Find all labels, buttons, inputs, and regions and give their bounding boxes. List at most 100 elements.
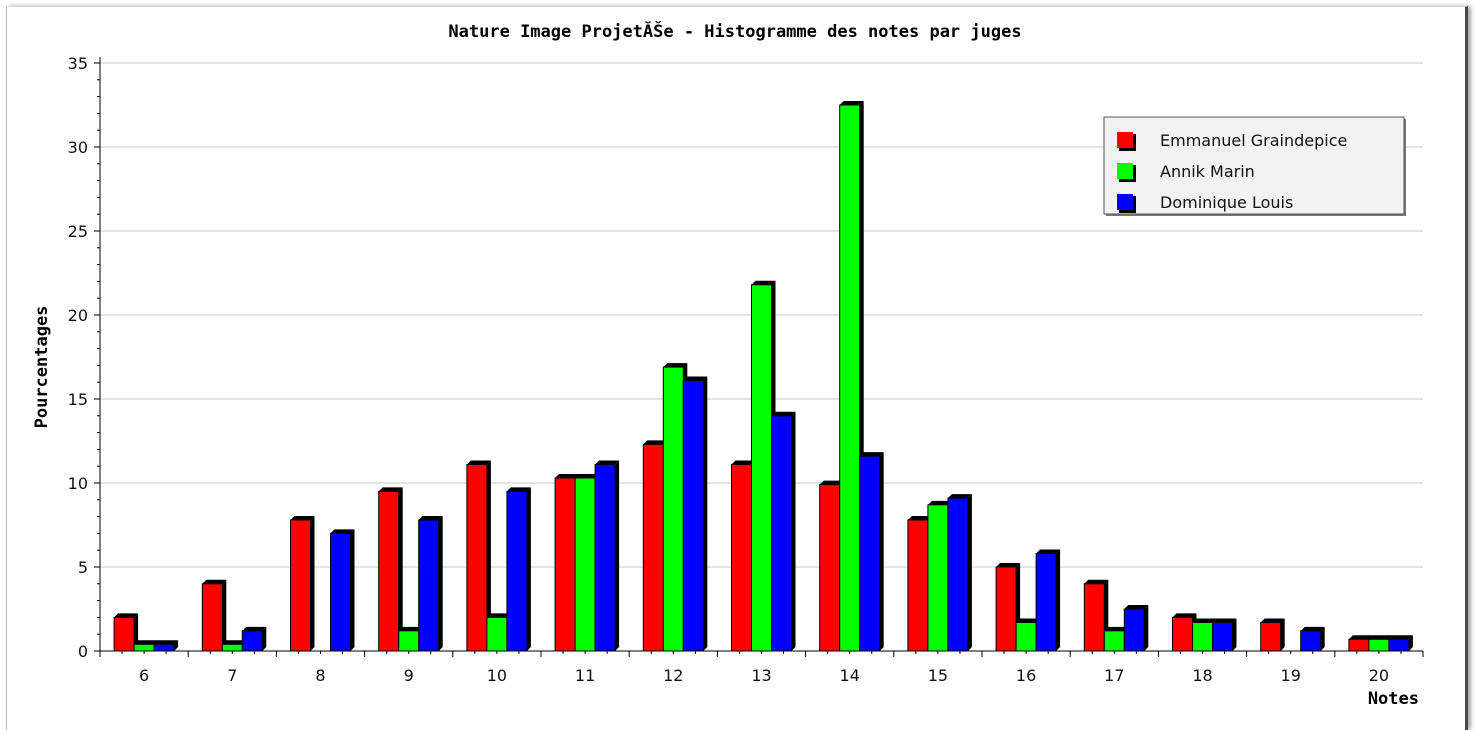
bar	[927, 504, 949, 652]
bar-side-shade	[879, 452, 884, 651]
bar-top-shade	[996, 563, 1021, 567]
bar	[1388, 638, 1410, 652]
bar	[486, 616, 508, 652]
bar-top-shade	[643, 440, 668, 445]
legend-label: Dominique Louis	[1160, 193, 1293, 212]
bar-top-shade	[222, 640, 247, 645]
bar	[839, 104, 861, 652]
bar	[418, 519, 440, 652]
bar	[1192, 621, 1213, 652]
bar-top-shade	[1084, 579, 1109, 584]
bar-top-shade	[242, 626, 267, 631]
bar-top-shade	[1348, 635, 1373, 640]
bar-side-shade	[1408, 635, 1413, 651]
bar-chart: 0 5 10 15 20 25 30 35 6 7 8 9 10 11 12 13 14 15 16 17 18 19 20…	[32, 20, 1424, 709]
bar-top-shade	[330, 529, 355, 534]
bar	[554, 477, 576, 652]
x-tick-label: 18	[1192, 666, 1212, 685]
bars-group	[113, 101, 1413, 652]
bar-top-shade	[1388, 635, 1413, 640]
bar	[201, 583, 223, 652]
chart-frame: 0 5 10 15 20 25 30 35 6 7 8 9 10 11 12 13 14 15 16 17 18 19 20…	[6, 6, 1468, 730]
bar	[1260, 621, 1282, 652]
chart-title: Nature Image ProjetĂŠe - Histogramme des…	[448, 20, 1021, 42]
y-axis-title: Pourcentages	[32, 306, 52, 429]
bar	[466, 464, 488, 652]
bar-top-shade	[1368, 635, 1393, 640]
bar	[1212, 621, 1233, 652]
bar-side-shade	[438, 515, 443, 651]
bar-top-shade	[859, 452, 884, 457]
legend-swatch	[1117, 132, 1133, 148]
y-tick-label: 20	[68, 306, 88, 325]
bar	[1123, 608, 1145, 652]
x-tick-label: 14	[840, 666, 860, 685]
bar-top-shade	[290, 515, 315, 520]
y-tick-label: 5	[78, 558, 88, 577]
bar-top-shade	[771, 411, 796, 416]
axes-group: 0 5 10 15 20 25 30 35 6 7 8 9 10 11 12 13 14 15 16 17 18 19 20	[68, 54, 1424, 685]
bar-top-shade	[839, 101, 864, 105]
bar	[1035, 553, 1057, 652]
bar-side-shade	[486, 460, 491, 651]
x-axis-title: Notes	[1368, 689, 1419, 709]
bar-side-shade	[310, 515, 315, 651]
x-tick-label: 16	[1016, 666, 1036, 685]
bar-top-shade	[555, 473, 580, 478]
bar	[506, 490, 528, 652]
bar-side-shade	[398, 487, 403, 651]
bar-top-shade	[1300, 626, 1325, 631]
bar-top-shade	[663, 363, 688, 368]
x-tick-label: 17	[1104, 666, 1124, 685]
bar	[731, 464, 752, 652]
bar-top-shade	[683, 376, 708, 381]
bar-side-shade	[1280, 618, 1285, 651]
bar-top-shade	[1104, 626, 1129, 631]
bar-top-shade	[114, 613, 139, 618]
bar-side-shade	[526, 487, 531, 651]
bar-side-shade	[222, 579, 227, 651]
x-tick-label: 10	[487, 666, 507, 685]
bar-top-shade	[907, 515, 932, 520]
legend-box	[1103, 116, 1405, 215]
bar-top-shade	[1016, 618, 1041, 623]
bar	[771, 415, 792, 652]
bar	[859, 455, 881, 652]
bar-top-shade	[1192, 618, 1217, 623]
x-tick-label: 6	[139, 666, 149, 685]
bar-top-shade	[486, 613, 511, 618]
bar-side-shade	[1144, 605, 1149, 651]
bar-side-shade	[1056, 549, 1061, 651]
bar	[594, 464, 616, 652]
bar	[751, 284, 772, 652]
bar	[1103, 630, 1125, 652]
bar	[907, 519, 929, 652]
bar	[995, 566, 1017, 652]
bar-top-shade	[731, 460, 756, 465]
bar-side-shade	[1320, 626, 1325, 651]
bar-top-shade	[595, 460, 620, 465]
x-tick-label: 19	[1281, 666, 1301, 685]
x-tick-label: 7	[227, 666, 237, 685]
bar	[133, 643, 155, 652]
bar-side-shade	[615, 460, 620, 651]
bar	[1015, 621, 1037, 652]
bar-top-shade	[819, 480, 844, 485]
bar	[1300, 630, 1322, 652]
bar	[947, 497, 969, 652]
y-tick-label: 35	[68, 54, 88, 73]
bar-side-shade	[791, 411, 796, 651]
legend: Emmanuel Graindepice Annik Marin Dominique…	[1103, 116, 1406, 216]
bar	[1083, 583, 1105, 652]
bar-top-shade	[1260, 618, 1285, 623]
bar-side-shade	[262, 626, 267, 651]
bar	[330, 532, 351, 652]
x-tick-label: 13	[751, 666, 771, 685]
bar-top-shade	[1212, 618, 1237, 623]
bar	[662, 366, 684, 652]
x-tick-label: 12	[663, 666, 683, 685]
y-tick-label: 25	[68, 222, 88, 241]
legend-swatch	[1117, 194, 1133, 210]
bar-top-shade	[466, 460, 491, 465]
bar	[682, 380, 704, 652]
